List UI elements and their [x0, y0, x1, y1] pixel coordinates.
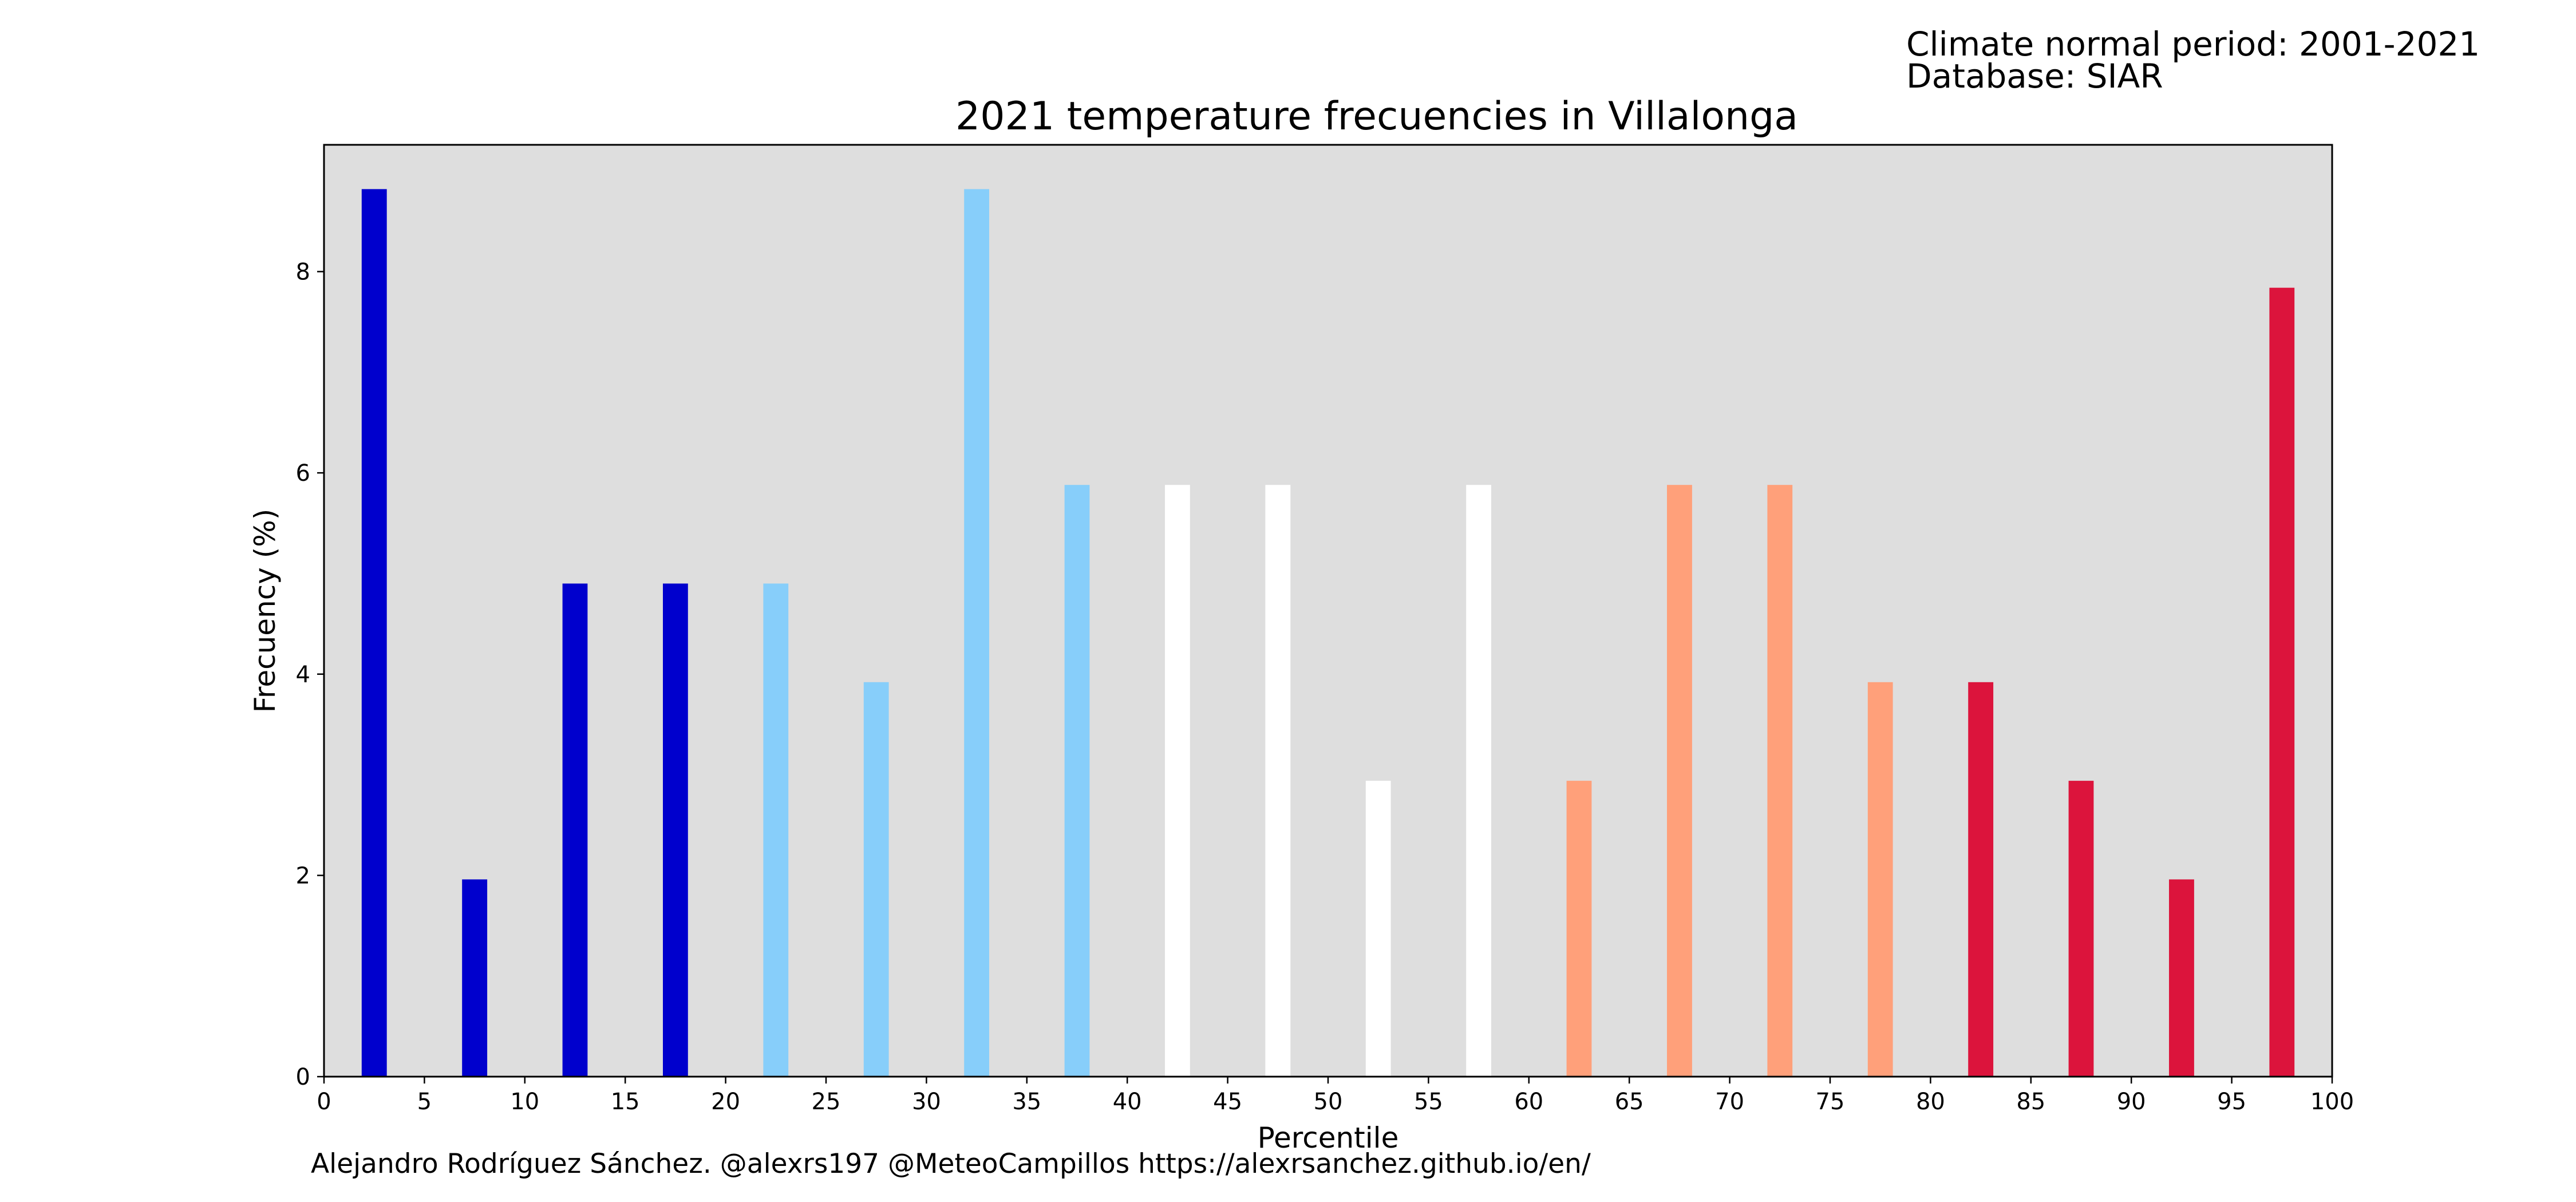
x-tick-label: 5: [417, 1089, 432, 1115]
x-tick-label: 80: [1916, 1089, 1945, 1115]
x-tick-label: 35: [1012, 1089, 1041, 1115]
plot-frame: [323, 144, 2333, 1078]
bar-percentile-37.5: [1064, 485, 1090, 1077]
x-axis-label: Percentile: [1258, 1121, 1399, 1154]
x-tick-label: 20: [711, 1089, 740, 1115]
y-tick-label: 6: [296, 460, 310, 487]
bar-percentile-12.5: [562, 583, 588, 1077]
x-tick-label: 0: [317, 1089, 331, 1115]
bar-percentile-92.5: [2169, 879, 2194, 1077]
x-tick-label: 25: [812, 1089, 841, 1115]
chart-title: 2021 temperature frecuencies in Villalon…: [955, 94, 1798, 139]
x-tick-label: 45: [1213, 1089, 1242, 1115]
x-tick-label: 55: [1414, 1089, 1443, 1115]
y-tick-label: 2: [296, 863, 310, 889]
bar-percentile-57.5: [1466, 485, 1491, 1077]
x-tick-label: 15: [611, 1089, 640, 1115]
x-tick-label: 10: [510, 1089, 539, 1115]
bar-percentile-47.5: [1265, 485, 1291, 1077]
ticks-group: 0 5 10 15 20 25 30 35 40 45 50 55 60 65 70 75 80 85 90 95 10…: [296, 259, 2354, 1115]
bar-percentile-32.5: [964, 189, 989, 1077]
bar-percentile-72.5: [1767, 485, 1793, 1077]
bar-percentile-87.5: [2068, 781, 2094, 1077]
y-tick-label: 4: [296, 662, 310, 688]
x-tick-label: 50: [1314, 1089, 1343, 1115]
bar-percentile-27.5: [863, 682, 889, 1077]
bar-percentile-52.5: [1365, 781, 1391, 1077]
bar-percentile-42.5: [1165, 485, 1190, 1077]
y-axis-label: Frecuency (%): [248, 509, 282, 713]
x-tick-label: 90: [2117, 1089, 2146, 1115]
bar-percentile-7.5: [462, 879, 488, 1077]
bar-percentile-77.5: [1867, 682, 1893, 1077]
bar-percentile-67.5: [1667, 485, 1692, 1077]
bar-percentile-17.5: [663, 583, 688, 1077]
y-tick-label: 8: [296, 259, 310, 286]
bar-percentile-22.5: [763, 583, 789, 1077]
x-tick-label: 100: [2310, 1089, 2354, 1115]
x-tick-label: 95: [2217, 1089, 2246, 1115]
bars-group: [361, 189, 2295, 1077]
x-tick-label: 60: [1514, 1089, 1543, 1115]
bar-percentile-82.5: [1968, 682, 1994, 1077]
x-tick-label: 40: [1113, 1089, 1142, 1115]
x-tick-label: 85: [2016, 1089, 2045, 1115]
y-tick-label: 0: [296, 1064, 310, 1090]
x-tick-label: 75: [1816, 1089, 1845, 1115]
plot-area: [324, 145, 2332, 1077]
climate-period-text: Climate normal period: 2001-2021: [1906, 25, 2480, 64]
x-tick-label: 65: [1615, 1089, 1644, 1115]
author-credit: Alejandro Rodríguez Sánchez. @alexrs197 …: [311, 1148, 1591, 1180]
database-text: Database: SIAR: [1906, 57, 2163, 96]
x-tick-label: 30: [912, 1089, 941, 1115]
x-tick-label: 70: [1715, 1089, 1744, 1115]
bar-percentile-62.5: [1566, 781, 1592, 1077]
bar-percentile-2.5: [361, 189, 387, 1077]
bar-percentile-97.5: [2269, 287, 2295, 1077]
